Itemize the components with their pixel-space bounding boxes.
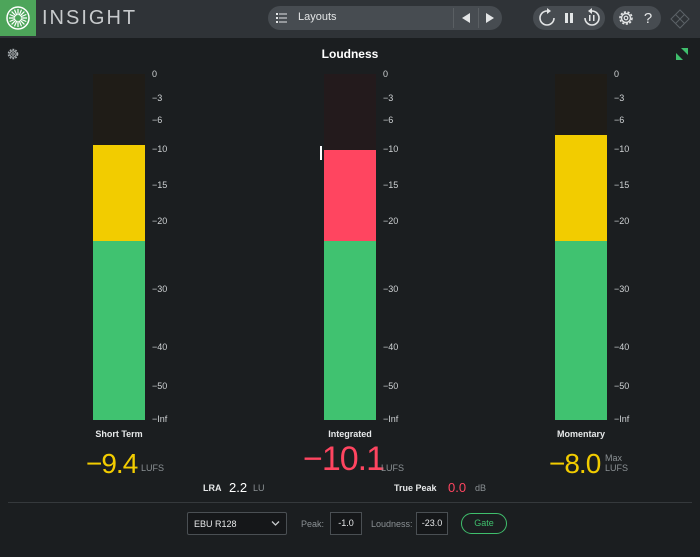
scale-tick-label: −3 [614, 93, 625, 103]
momentary-max-label: Max [605, 453, 623, 463]
diamond-grid-icon [670, 9, 690, 29]
peak-label: Peak: [301, 519, 325, 529]
scale-tick-label: −30 [383, 284, 399, 294]
lra-label: LRA [203, 483, 222, 493]
divider [453, 8, 454, 28]
loudness-field[interactable]: -23.0 [416, 512, 448, 535]
standard-select[interactable]: EBU R128 [187, 512, 287, 535]
momentary-label: Momentary [556, 429, 605, 439]
panel-settings-button[interactable] [6, 47, 20, 61]
scale-tick-label: −15 [614, 180, 630, 190]
loop-button[interactable] [535, 6, 559, 30]
gear-icon [7, 48, 19, 60]
scale-tick-label: −20 [152, 216, 168, 226]
reset-button[interactable] [580, 6, 604, 30]
true-peak-value: 0.0 [448, 480, 467, 495]
scale-tick-label: 0 [614, 69, 620, 79]
scale-tick-label: −15 [152, 180, 168, 190]
svg-text:?: ? [644, 10, 652, 27]
momentary-value: −8.0 [549, 448, 601, 479]
insight-logo-icon [0, 0, 36, 36]
gate-button[interactable]: Gate [461, 513, 507, 534]
scale-tick-label: −Inf [383, 414, 399, 424]
scale-tick-label: −40 [383, 342, 399, 352]
pause-icon [565, 13, 573, 23]
loudness-label: Loudness: [371, 519, 413, 529]
help-button[interactable]: ? [636, 6, 660, 30]
true-peak-unit: dB [475, 483, 487, 493]
scale-tick-label: −20 [383, 216, 399, 226]
triangle-right-icon [486, 13, 494, 23]
scale-tick-label: −10 [152, 144, 168, 154]
reset-icon [584, 8, 600, 26]
gear-icon [619, 11, 633, 25]
scale-tick-label: −10 [614, 144, 630, 154]
scale-tick-label: −15 [383, 180, 399, 190]
scale-tick-label: −6 [152, 115, 163, 125]
window-control-icon[interactable] [668, 7, 692, 31]
scale-tick-label: −40 [152, 342, 168, 352]
momentary-unit: LUFS [605, 463, 629, 473]
scale-tick-label: −Inf [614, 414, 630, 424]
standard-select-value: EBU R128 [194, 519, 237, 529]
expand-button[interactable] [675, 47, 689, 61]
scale-tick-label: −3 [383, 93, 394, 103]
meter-green-segment [555, 241, 607, 420]
meter-yellow-segment [555, 134, 607, 242]
meter-green-segment [324, 241, 376, 420]
peak-field[interactable]: -1.0 [330, 512, 362, 535]
top-toolbar: INSIGHT Layouts [0, 0, 700, 38]
scale-tick-label: −20 [614, 216, 630, 226]
integrated-label: Integrated [328, 429, 372, 439]
short-term-meter [93, 74, 145, 420]
panel-title: Loudness [321, 47, 379, 61]
short-term-unit: LUFS [141, 463, 165, 473]
lra-value: 2.2 [229, 480, 248, 495]
settings-button[interactable] [614, 6, 638, 30]
integrated-unit: LUFS [381, 463, 405, 473]
footer-divider [8, 502, 692, 503]
scale-tick-label: −6 [614, 115, 625, 125]
meter-green-segment [93, 241, 145, 420]
scale-tick-label: −3 [152, 93, 163, 103]
expand-icon [676, 48, 688, 60]
help-icon: ? [644, 10, 652, 27]
momentary-meter [555, 74, 607, 420]
loop-icon [539, 8, 555, 26]
scale-tick-label: −50 [383, 381, 399, 391]
integrated-meter [324, 74, 376, 420]
scale-tick-label: −50 [614, 381, 630, 391]
chevron-down-icon [271, 521, 280, 526]
scale-tick-label: 0 [152, 69, 158, 79]
scale-tick-label: −Inf [152, 414, 168, 424]
integrated-marker [320, 146, 322, 160]
short-term-value: −9.4 [86, 448, 138, 479]
lra-unit: LU [253, 483, 265, 493]
scale-tick-label: −40 [614, 342, 630, 352]
scale-tick-label: −10 [383, 144, 399, 154]
scale-tick-label: −30 [152, 284, 168, 294]
next-layout-button[interactable] [478, 6, 502, 30]
scale-tick-label: −30 [614, 284, 630, 294]
integrated-value: −10.1 [303, 440, 385, 478]
scale-tick-label: −6 [383, 115, 394, 125]
short-term-label: Short Term [95, 429, 143, 439]
app-title: INSIGHT [42, 7, 138, 29]
scale-tick-label: −50 [152, 381, 168, 391]
layouts-label[interactable]: Layouts [298, 11, 337, 23]
previous-layout-button[interactable] [454, 6, 478, 30]
triangle-left-icon [462, 13, 470, 23]
scale-tick-label: 0 [383, 69, 389, 79]
meter-yellow-segment [93, 144, 145, 242]
list-icon[interactable] [276, 11, 287, 23]
divider [478, 8, 479, 28]
pause-button[interactable] [557, 6, 581, 30]
true-peak-label: True Peak [394, 483, 437, 493]
meter-red-segment [324, 149, 376, 242]
